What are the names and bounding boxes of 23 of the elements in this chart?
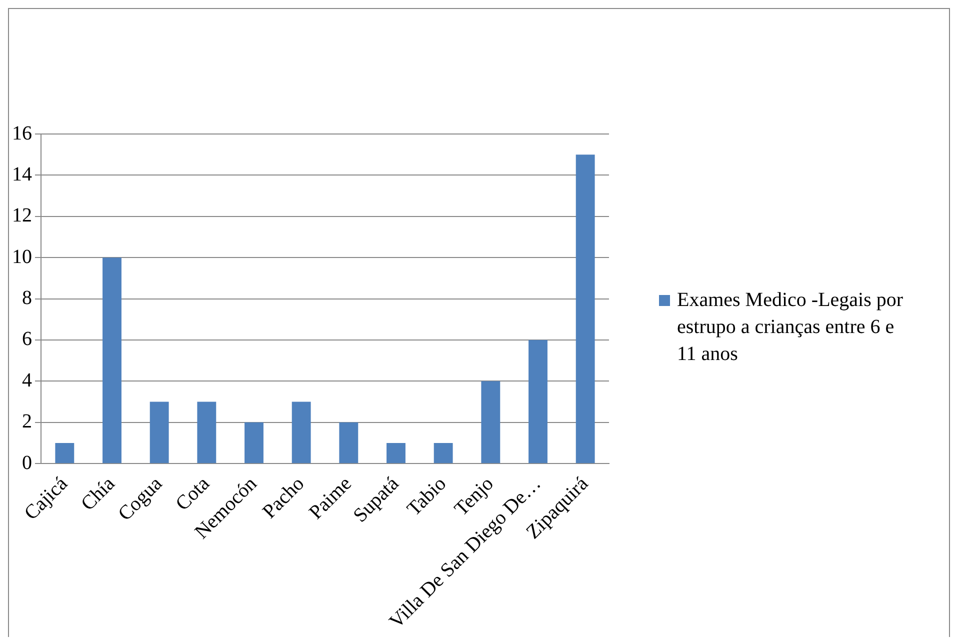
y-tick-label: 10: [12, 246, 32, 268]
bar: [150, 402, 169, 464]
y-tick-label: 0: [22, 452, 32, 474]
y-tick-label: 2: [22, 410, 32, 433]
x-tick-label: Chía: [76, 472, 120, 516]
legend-label: Exames Medico -Legais por estrupo a crianças entre 6 e 11 anos: [677, 288, 904, 367]
bar: [102, 258, 122, 464]
bar: [434, 442, 453, 464]
y-tick-label: 8: [22, 287, 32, 310]
bar: [576, 154, 595, 464]
y-tick-label: 4: [22, 369, 32, 392]
y-tick-label: 12: [12, 204, 32, 227]
bar: [292, 402, 311, 464]
y-tick-label: 6: [22, 328, 32, 350]
y-tick-label: 16: [12, 122, 32, 144]
y-tick-label: 14: [12, 163, 32, 186]
bar: [481, 381, 500, 464]
bar: [197, 402, 216, 464]
bar: [244, 422, 264, 464]
bar: [528, 340, 548, 464]
bar: [386, 442, 406, 464]
bar: [339, 422, 358, 464]
bar: [55, 442, 74, 464]
